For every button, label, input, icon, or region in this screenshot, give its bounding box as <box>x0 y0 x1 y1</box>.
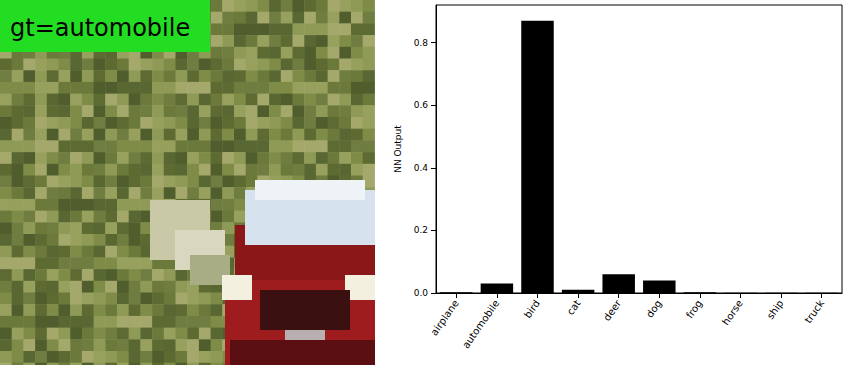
svg-text:0.4: 0.4 <box>414 163 429 173</box>
svg-text:deer: deer <box>601 297 624 323</box>
svg-text:NN Output: NN Output <box>393 125 403 173</box>
svg-text:0.6: 0.6 <box>414 100 429 110</box>
svg-text:0.2: 0.2 <box>414 225 428 235</box>
svg-text:gt=automobile: gt=automobile <box>10 14 190 42</box>
svg-text:airplane: airplane <box>428 298 460 338</box>
svg-text:0.0: 0.0 <box>414 288 429 298</box>
svg-text:horse: horse <box>720 298 745 327</box>
svg-text:automobile: automobile <box>460 298 501 351</box>
svg-text:ship: ship <box>765 298 786 321</box>
svg-text:truck: truck <box>802 298 826 325</box>
svg-text:dog: dog <box>644 298 664 320</box>
svg-text:cat: cat <box>565 298 583 317</box>
svg-text:frog: frog <box>684 298 704 321</box>
svg-text:bird: bird <box>522 298 542 320</box>
svg-text:0.8: 0.8 <box>414 38 429 48</box>
